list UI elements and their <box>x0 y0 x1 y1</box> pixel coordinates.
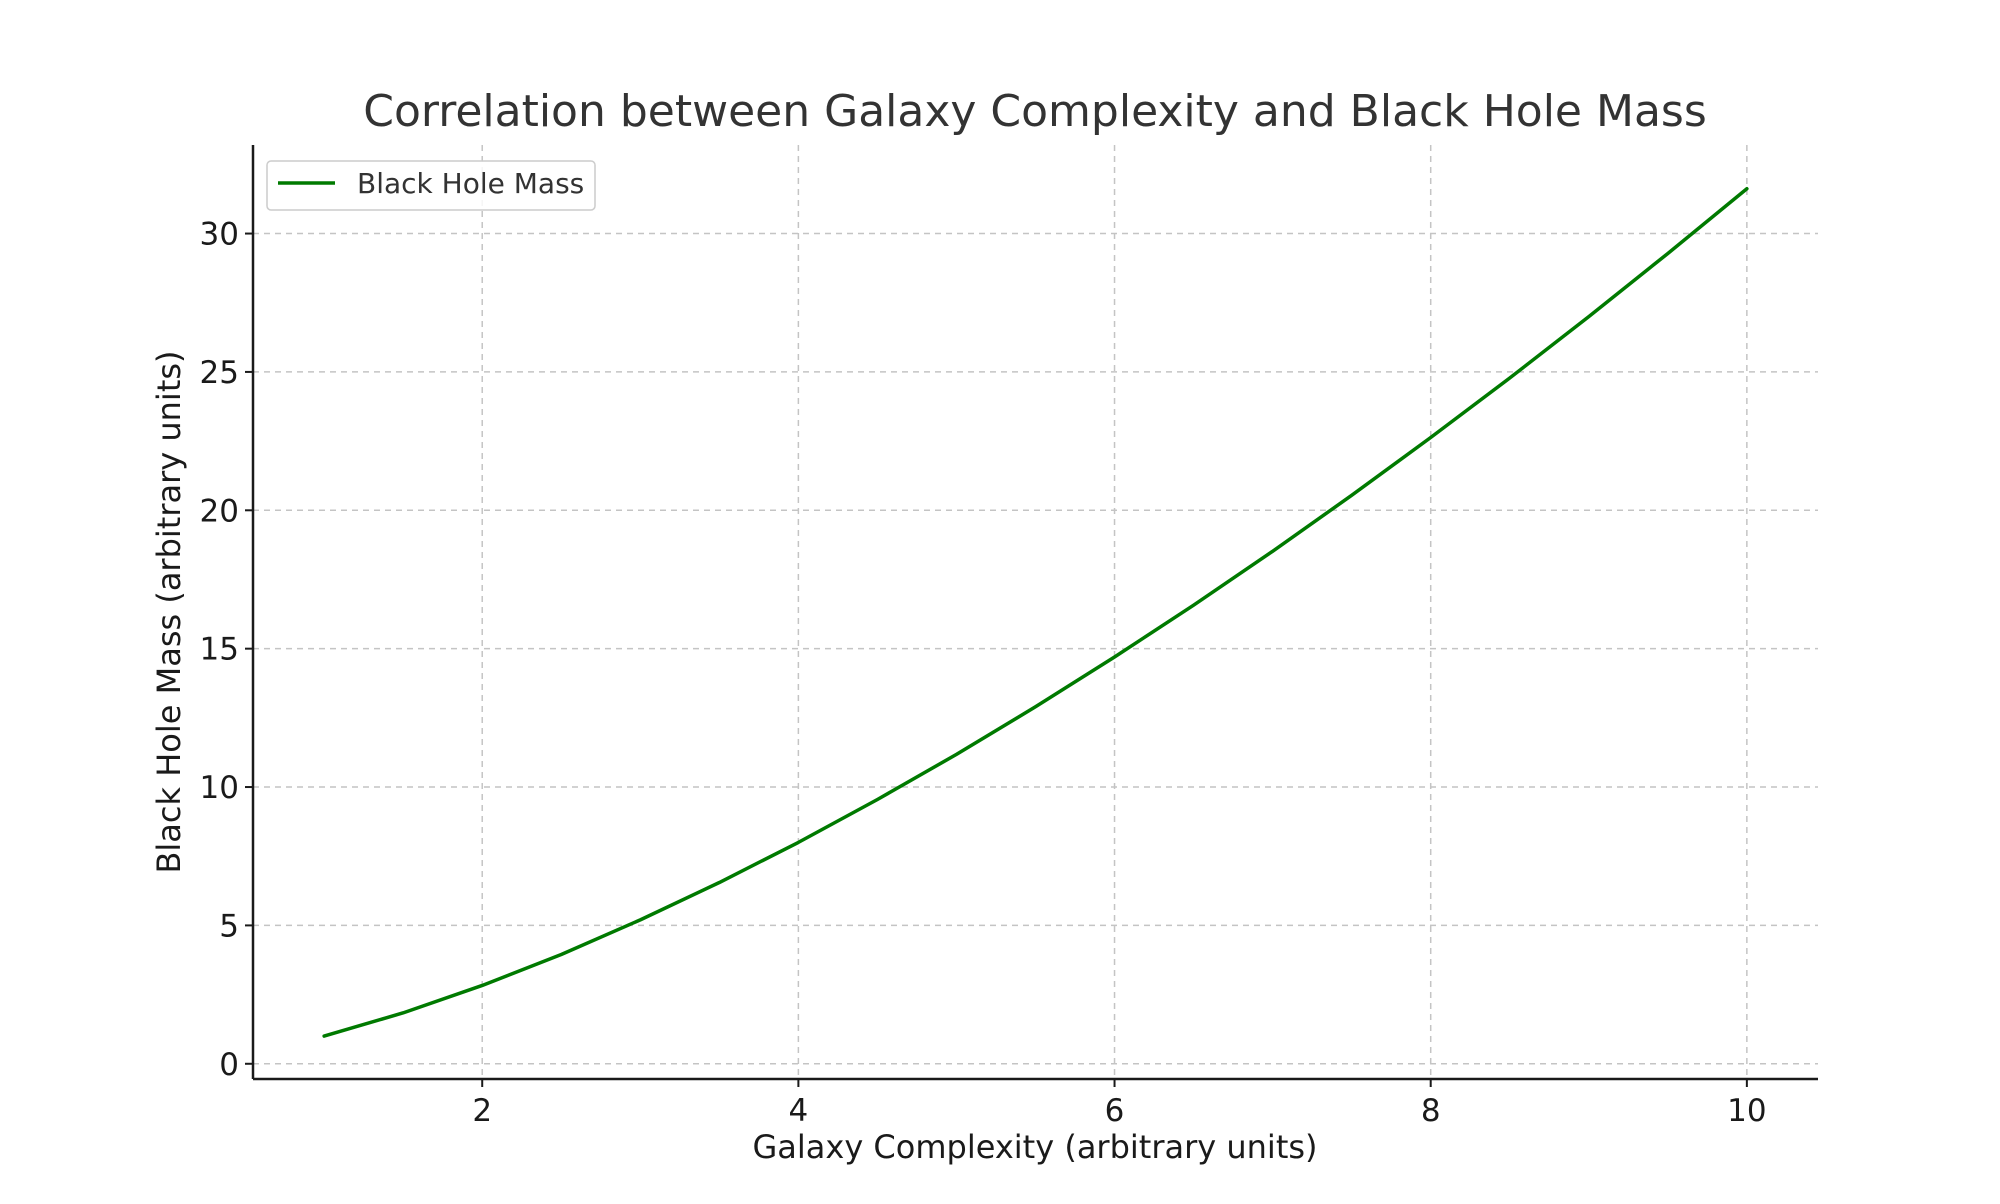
y-tick-label-20: 20 <box>200 493 239 529</box>
legend-box <box>266 160 596 211</box>
y-tick-label-15: 15 <box>200 632 239 668</box>
grid <box>253 145 1818 1079</box>
x-tick-label-6: 6 <box>1105 1093 1125 1129</box>
series-layer <box>322 186 1749 1038</box>
legend-label-black-hole-mass: Black Hole Mass <box>357 167 584 200</box>
x-tick-label-2: 2 <box>472 1093 492 1129</box>
tick-labels: 2 4 6 8 10 0 5 10 15 20 25 30 <box>200 217 1767 1129</box>
legend: Black Hole Mass <box>266 160 596 211</box>
y-tick-label-30: 30 <box>200 217 239 253</box>
y-tick-label-0: 0 <box>219 1047 239 1083</box>
y-tick-label-10: 10 <box>200 770 239 806</box>
series-line-black-hole-mass <box>322 186 1749 1038</box>
y-tick-label-25: 25 <box>200 355 239 391</box>
y-tick-label-5: 5 <box>219 908 239 944</box>
x-tick-label-10: 10 <box>1727 1093 1766 1129</box>
chart-title: Correlation between Galaxy Complexity an… <box>363 86 1707 137</box>
axes <box>251 145 1818 1081</box>
x-axis-label: Galaxy Complexity (arbitrary units) <box>752 1128 1317 1166</box>
x-tick-label-4: 4 <box>789 1093 809 1129</box>
x-tick-label-8: 8 <box>1421 1093 1441 1129</box>
y-axis-label: Black Hole Mass (arbitrary units) <box>150 350 188 873</box>
